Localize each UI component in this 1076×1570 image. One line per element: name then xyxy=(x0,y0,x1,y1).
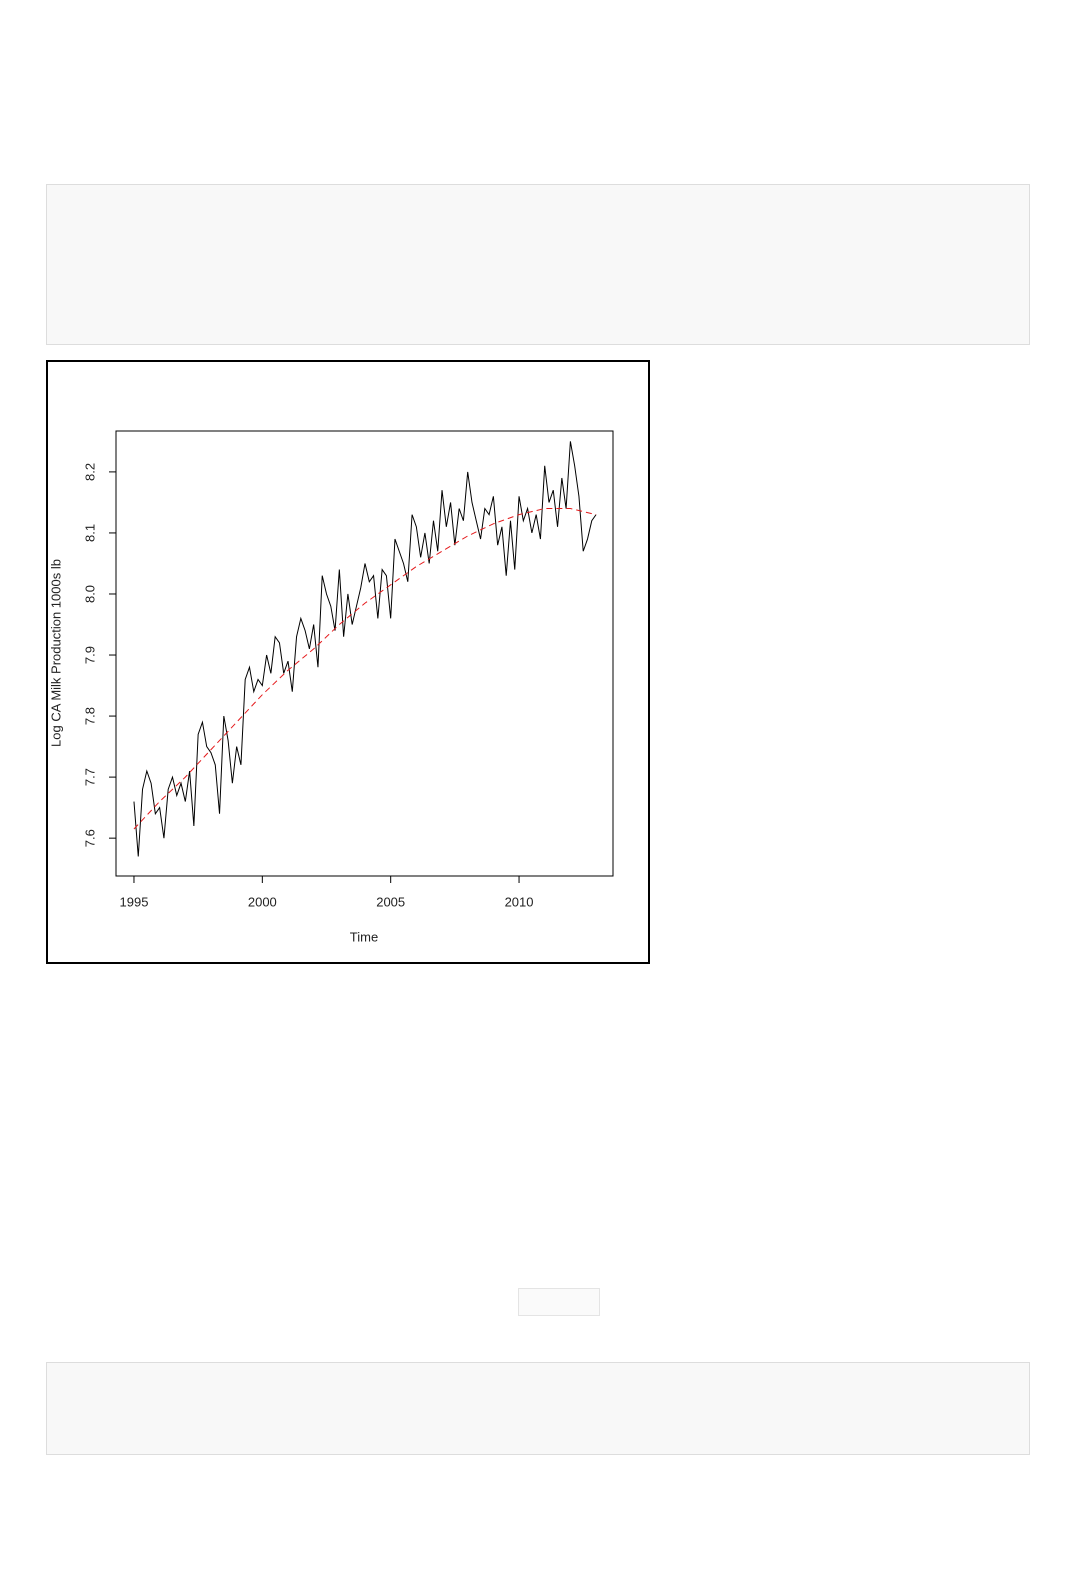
x-axis-label: Time xyxy=(350,929,378,944)
y-axis-label: Log CA Milk Production 1000s lb xyxy=(48,559,63,747)
y-tick-label: 7.7 xyxy=(82,768,97,786)
y-tick-label: 8.0 xyxy=(82,585,97,603)
code-block xyxy=(46,1362,1030,1455)
y-tick-label: 7.9 xyxy=(82,646,97,664)
code-block xyxy=(46,184,1030,345)
plot-frame xyxy=(46,360,650,964)
button[interactable] xyxy=(518,1288,600,1316)
x-tick-label: 2010 xyxy=(505,894,534,909)
y-tick-label: 7.8 xyxy=(82,707,97,725)
x-tick-label: 2000 xyxy=(248,894,277,909)
series-line xyxy=(133,508,597,830)
x-tick-label: 2005 xyxy=(376,894,405,909)
chart: Time Log CA Milk Production 1000s lb 199… xyxy=(48,430,614,944)
y-tick-label: 8.2 xyxy=(82,463,97,481)
x-tick-label: 1995 xyxy=(120,894,149,909)
y-tick-label: 7.6 xyxy=(82,829,97,847)
series-line xyxy=(133,441,597,857)
y-tick-label: 8.1 xyxy=(82,524,97,542)
plot-box xyxy=(115,430,614,877)
